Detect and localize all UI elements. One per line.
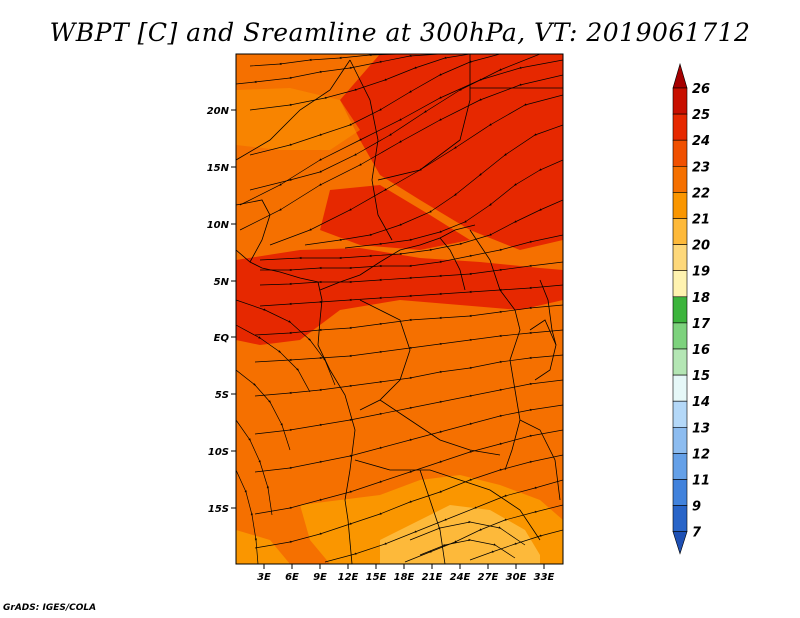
colorbar-box	[672, 322, 688, 350]
chart-title: WBPT [C] and Sreamline at 300hPa, VT: 20…	[49, 18, 751, 47]
colorbar-label: 16	[692, 343, 710, 358]
colorbar-label: 18	[692, 291, 710, 306]
footer-credit: GrADS: IGES/COLA	[3, 603, 97, 613]
colorbar-box	[672, 296, 688, 324]
colorbar-label: 20	[692, 239, 710, 254]
colorbar-box	[672, 348, 688, 376]
colorbar: 26 25 24 23 22 21 20 19 18 17 16 15 14 13 12 11 9 7	[672, 62, 711, 555]
x-tick-label: 24E	[450, 572, 471, 583]
colorbar-box	[672, 426, 688, 454]
x-tick-label: 15E	[366, 572, 387, 583]
y-tick-label: 15N	[207, 163, 230, 174]
x-tick-label: 33E	[534, 572, 555, 583]
colorbar-label: 22	[692, 186, 710, 201]
x-axis	[263, 564, 545, 569]
colorbar-box	[672, 453, 688, 480]
y-tick-label: 20N	[207, 106, 230, 117]
colorbar-box	[672, 113, 688, 141]
colorbar-box	[672, 400, 688, 428]
colorbar-box	[672, 87, 688, 115]
y-tick-label: EQ	[214, 333, 230, 344]
x-tick-label: 18E	[394, 572, 415, 583]
colorbar-box	[672, 192, 688, 219]
colorbar-label: 23	[692, 160, 710, 175]
colorbar-bottom-triangle	[672, 531, 688, 555]
y-tick-label: 10S	[208, 447, 229, 458]
streamlines	[236, 54, 563, 564]
colorbar-label: 11	[692, 474, 710, 489]
colorbar-box	[672, 270, 688, 298]
colorbar-box	[672, 218, 688, 245]
colorbar-box	[672, 166, 688, 193]
colorbar-box	[672, 139, 688, 167]
colorbar-box	[672, 505, 688, 533]
y-tick-labels: 20N 15N 10N 5N EQ 5S 10S 15S	[207, 106, 230, 515]
x-tick-label: 6E	[285, 572, 299, 583]
colorbar-label: 24	[692, 134, 710, 149]
y-tick-label: 5S	[215, 390, 229, 401]
x-tick-label: 30E	[506, 572, 527, 583]
y-tick-label: 10N	[207, 220, 230, 231]
x-tick-label: 9E	[313, 572, 327, 583]
colorbar-label: 21	[692, 213, 710, 228]
colorbar-label: 14	[692, 395, 710, 410]
x-tick-labels: 3E 6E 9E 12E 15E 18E 21E 24E 27E 30E 33E	[257, 572, 554, 583]
colorbar-top-triangle	[672, 62, 688, 89]
y-axis	[231, 109, 236, 509]
x-tick-label: 21E	[422, 572, 443, 583]
colorbar-box	[672, 479, 688, 506]
colorbar-label: 25	[692, 108, 710, 123]
colorbar-label: 7	[692, 526, 702, 541]
x-tick-label: 3E	[257, 572, 271, 583]
colorbar-box	[672, 244, 688, 272]
colorbar-box	[672, 374, 688, 402]
y-tick-label: 5N	[214, 277, 230, 288]
colorbar-label: 12	[692, 447, 710, 462]
colorbar-label: 9	[692, 500, 701, 515]
colorbar-label: 19	[692, 265, 710, 280]
colorbar-label: 17	[692, 317, 711, 332]
y-tick-label: 15S	[208, 504, 229, 515]
colorbar-label: 26	[692, 82, 710, 97]
plot-frame	[235, 53, 564, 565]
x-tick-label: 12E	[338, 572, 359, 583]
colorbar-label: 15	[692, 369, 710, 384]
colorbar-label: 13	[692, 421, 710, 436]
x-tick-label: 27E	[478, 572, 499, 583]
